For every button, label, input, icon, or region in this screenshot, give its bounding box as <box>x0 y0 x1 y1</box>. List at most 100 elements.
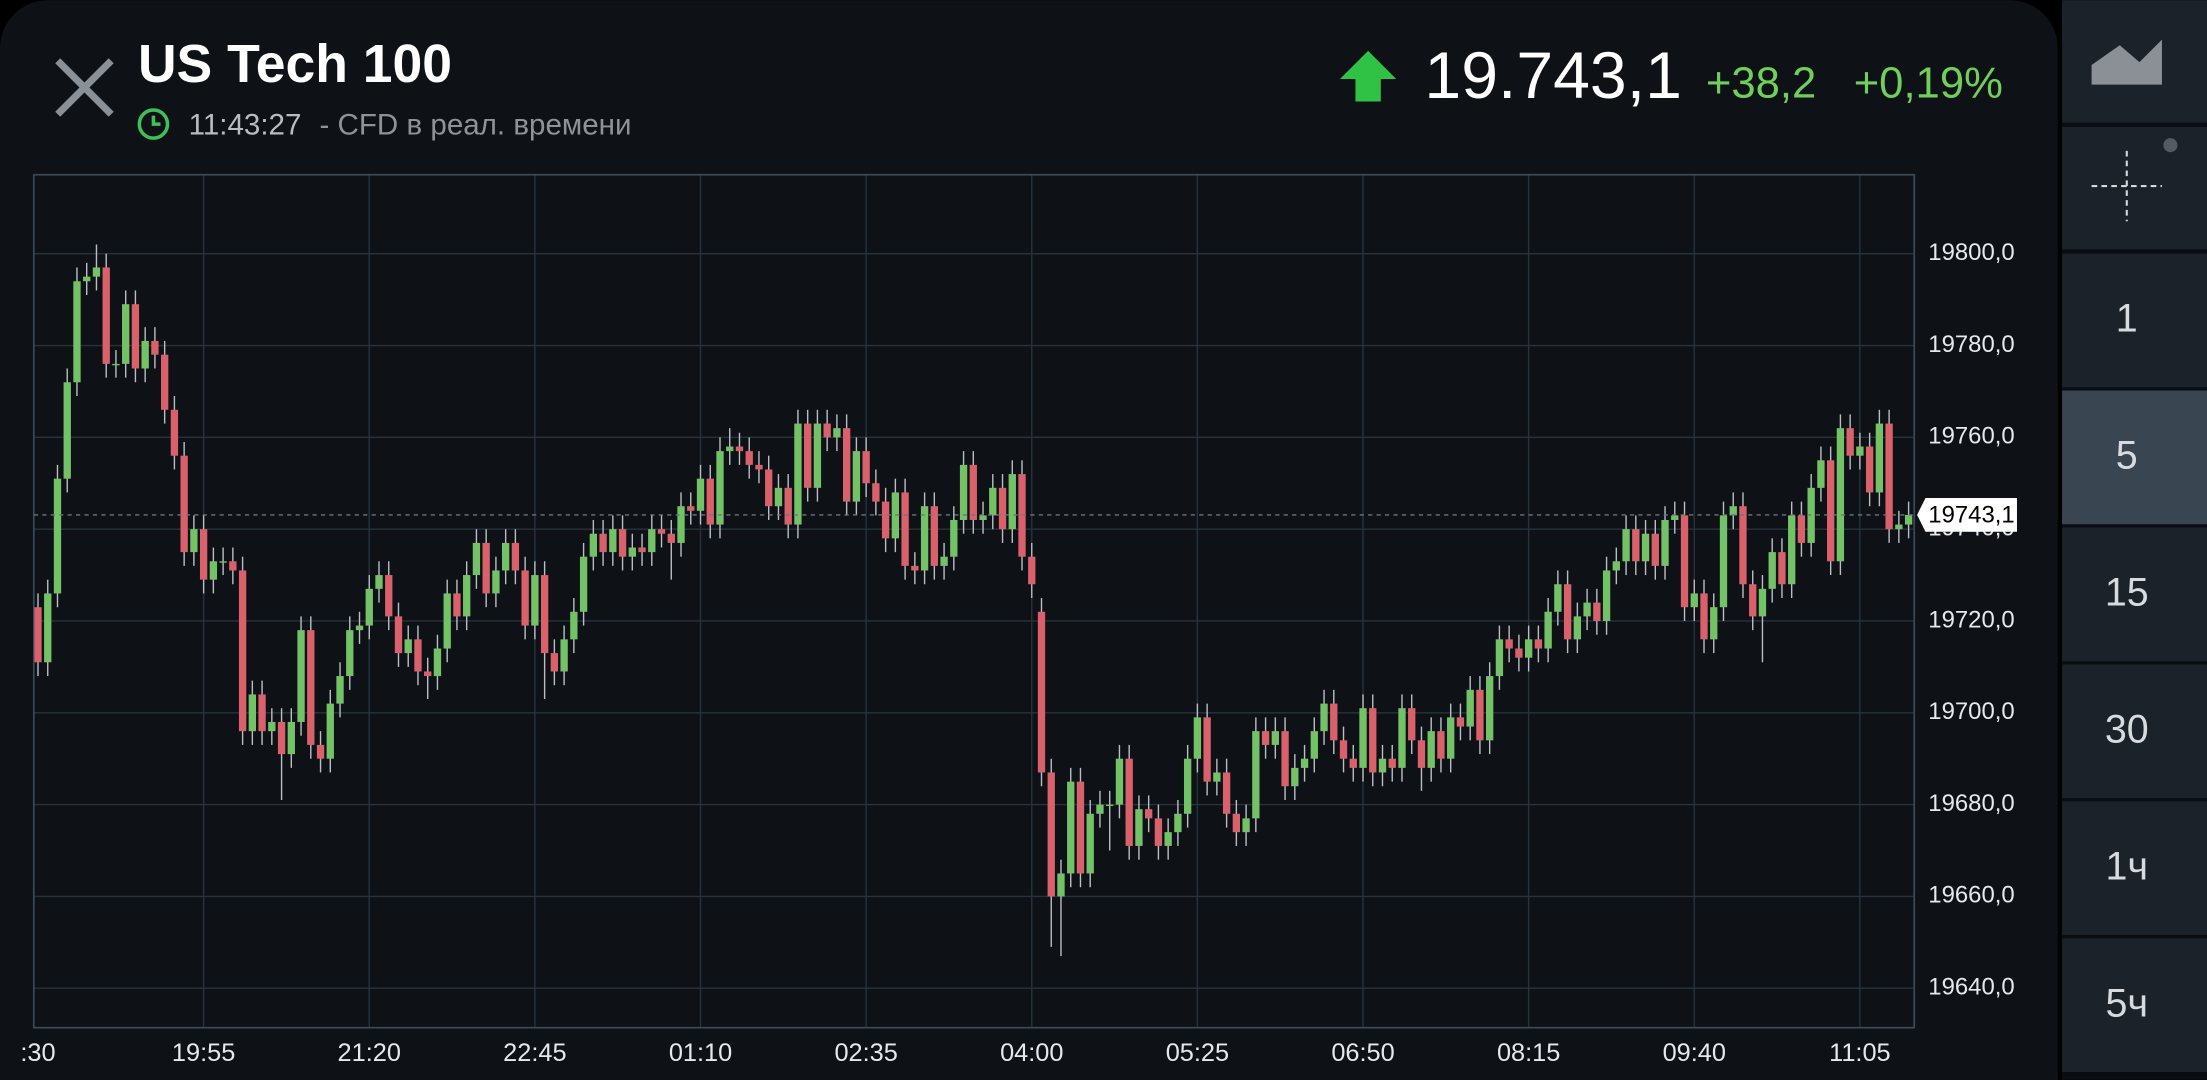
timeframe-button[interactable]: 1 <box>2062 253 2207 388</box>
candle-body <box>346 630 354 677</box>
candle-body <box>1398 708 1406 768</box>
candle-body <box>1330 703 1338 741</box>
candle-body <box>1768 552 1776 589</box>
candle-body <box>326 703 334 759</box>
timeframe-button-bg[interactable] <box>2062 253 2207 388</box>
x-tick-label: 19:55 <box>172 1039 235 1067</box>
timeframe-label[interactable]: 30 <box>2105 707 2149 751</box>
candle-body <box>1242 818 1250 833</box>
timeframe-button-bg[interactable] <box>2062 938 2207 1073</box>
candle-body <box>1895 524 1903 530</box>
candle-body <box>1378 758 1387 773</box>
crosshair-button[interactable] <box>2062 126 2207 250</box>
candle-body <box>726 446 734 452</box>
candle-body <box>1271 731 1279 745</box>
candle-body <box>238 570 247 732</box>
candle-body <box>862 451 870 484</box>
timeframe-label[interactable]: 5ч <box>2106 981 2148 1025</box>
candle-body <box>92 267 101 277</box>
timeframe-button-bg[interactable] <box>2062 390 2207 525</box>
y-tick-label: 19780,0 <box>1928 331 2014 358</box>
quote-time: 11:43:27 <box>189 109 302 142</box>
close-button[interactable] <box>55 58 114 117</box>
timeframe-button[interactable]: 15 <box>2062 527 2207 662</box>
candle-body <box>199 529 208 580</box>
candle-body <box>1661 519 1669 566</box>
candle-body <box>151 340 159 355</box>
candle-body <box>920 506 929 571</box>
candle-body <box>852 451 861 502</box>
candle-body <box>1135 809 1143 846</box>
candle-body <box>1183 758 1192 814</box>
candle-body <box>1145 809 1153 819</box>
candle-body <box>1739 506 1747 585</box>
x-tick-label: 08:15 <box>1497 1039 1560 1067</box>
candle-body <box>599 533 607 553</box>
candle-body <box>1369 708 1377 773</box>
timeframe-button[interactable]: 5ч <box>2062 938 2207 1073</box>
candle-body <box>570 611 578 640</box>
candle-body <box>1729 506 1737 516</box>
candle-body <box>1174 813 1182 833</box>
candle-body <box>706 478 714 525</box>
candle-body <box>1573 616 1582 640</box>
candle-body <box>1028 556 1036 585</box>
price-change: +38,2 <box>1706 60 1816 108</box>
candle-body <box>355 625 364 631</box>
candle-body <box>1495 639 1504 677</box>
x-tick-label: 09:40 <box>1663 1039 1726 1067</box>
candle-body <box>1680 515 1689 608</box>
candle-body <box>531 575 539 626</box>
instrument-title: US Tech 100 <box>138 35 452 94</box>
candle-body <box>842 428 851 502</box>
candle-body <box>1203 717 1211 782</box>
candle-body <box>589 533 597 557</box>
candle-body <box>618 529 627 557</box>
candle-body <box>521 570 529 626</box>
candle-body <box>804 423 812 488</box>
y-tick-label: 19700,0 <box>1928 698 2014 725</box>
candle-body <box>1875 423 1884 493</box>
x-tick-label: 02:35 <box>834 1039 897 1067</box>
timeframe-label[interactable]: 5 <box>2116 433 2138 477</box>
candle-body <box>1651 533 1659 566</box>
candle-body <box>1106 804 1114 807</box>
timeframe-button[interactable]: 5 <box>2062 390 2207 525</box>
candle-body <box>765 469 773 507</box>
candle-body <box>112 363 120 366</box>
candle-body <box>102 267 110 364</box>
candle-body <box>1563 584 1572 640</box>
candle-body <box>579 556 588 612</box>
timeframe-label[interactable]: 15 <box>2105 570 2149 614</box>
timeframe-label[interactable]: 1 <box>2116 297 2138 341</box>
candle-body <box>1417 740 1426 768</box>
chart-type-button[interactable] <box>2062 0 2207 123</box>
timeframe-button-bg[interactable] <box>2062 527 2207 662</box>
candle-body <box>872 483 880 502</box>
candle-body <box>969 464 977 520</box>
candle-body <box>1388 758 1396 768</box>
candle-body <box>1456 717 1465 727</box>
candle-body <box>1115 758 1124 805</box>
timeframe-label[interactable]: 1ч <box>2106 844 2148 888</box>
candle-body <box>1232 813 1241 833</box>
x-tick-label: :30 <box>20 1039 55 1067</box>
price-change-percent: +0,19% <box>1854 60 2003 108</box>
y-tick-label: 19660,0 <box>1928 882 2014 909</box>
timeframe-button[interactable]: 30 <box>2062 664 2207 799</box>
timeframe-button-bg[interactable] <box>2062 801 2207 936</box>
candle-body <box>472 542 481 576</box>
candle-body <box>1125 758 1133 846</box>
candle-body <box>1544 611 1552 649</box>
candle-body <box>501 542 510 571</box>
candle-body <box>1359 708 1367 768</box>
timeframe-button[interactable]: 1ч <box>2062 801 2207 936</box>
candle-body <box>463 575 471 617</box>
candle-body <box>53 478 62 594</box>
candle-body <box>1836 428 1845 562</box>
candle-body <box>959 464 968 520</box>
candle-body <box>336 676 344 704</box>
timeframe-button-bg[interactable] <box>2062 664 2207 799</box>
candle-body <box>73 281 81 383</box>
candle-body <box>950 519 958 557</box>
